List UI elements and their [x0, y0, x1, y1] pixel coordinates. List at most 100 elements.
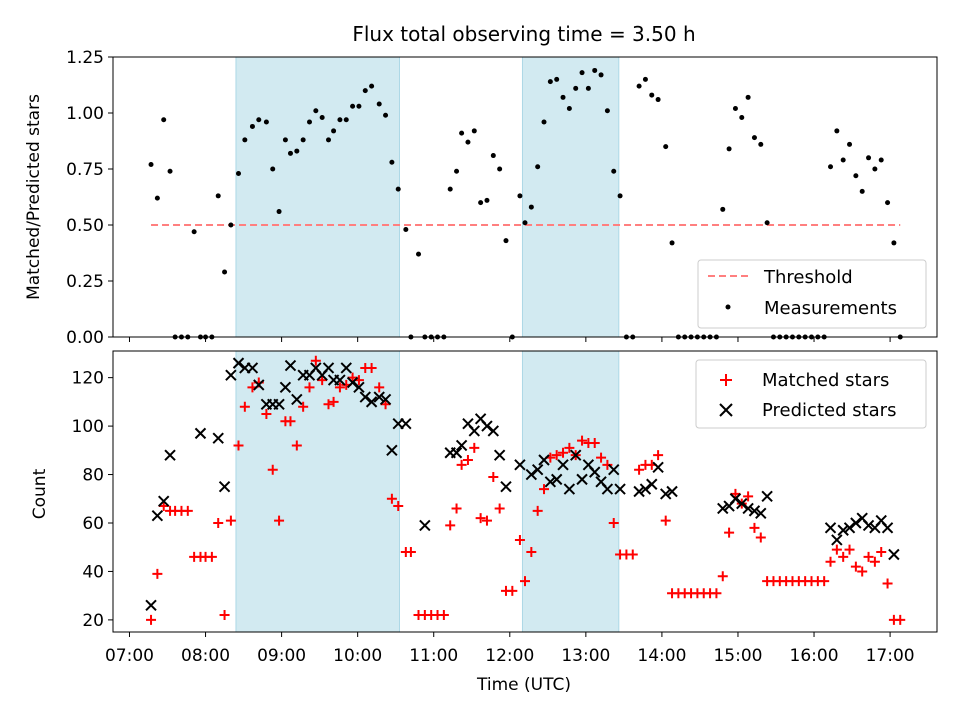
measurement-point — [878, 157, 884, 163]
predicted-star-point — [888, 548, 900, 561]
top-y-tick-label: 0.00 — [66, 328, 104, 348]
matched-star-point — [146, 614, 157, 625]
measurement-point — [465, 139, 471, 145]
predicted-star-point — [729, 493, 742, 505]
measurement-point — [326, 137, 332, 143]
predicted-star-point — [652, 461, 664, 473]
predicted-star-point — [279, 381, 292, 394]
predicted-stars-series — [145, 357, 900, 612]
matched-star-point — [393, 501, 404, 512]
measurement-point — [350, 103, 356, 109]
measurement-point — [369, 83, 375, 89]
predicted-star-point — [824, 522, 837, 534]
bottom-x-axis: 07:00 08:00 09:00 10:00 11:00 12:00 13:00 14:00… — [105, 632, 915, 666]
measurement-point — [726, 146, 732, 152]
measurement-point — [276, 209, 282, 215]
predicted-star-point — [646, 478, 658, 490]
matched-star-point — [494, 503, 505, 514]
measurement-point — [732, 106, 738, 112]
legend-matched-label: Matched stars — [762, 370, 889, 391]
matched-star-point — [456, 459, 467, 470]
matched-star-point — [850, 561, 861, 572]
predicted-star-point — [291, 393, 303, 406]
top-shaded-intervals — [235, 56, 620, 338]
measurement-point — [478, 200, 484, 206]
predicted-star-point — [379, 393, 392, 406]
measurement-point — [343, 117, 349, 123]
matched-star-point — [374, 382, 385, 393]
measurement-point — [598, 72, 604, 78]
measurement-point — [859, 188, 865, 194]
measurement-point — [270, 166, 276, 172]
measurement-point — [891, 240, 897, 246]
matched-star-point — [481, 515, 492, 526]
matched-star-point — [405, 547, 416, 558]
measurement-point — [337, 117, 343, 123]
shaded-interval — [235, 350, 400, 633]
matched-star-point — [158, 501, 169, 512]
predicted-star-point — [493, 449, 506, 461]
measurement-point — [403, 226, 409, 232]
measurement-point — [497, 166, 503, 172]
predicted-star-point — [514, 459, 526, 471]
bottom-y-tick-label: 120 — [72, 369, 104, 389]
predicted-star-point — [666, 485, 678, 498]
predicted-star-point — [340, 362, 352, 374]
matched-star-point — [239, 401, 250, 412]
predicted-star-point — [334, 374, 346, 386]
matched-star-point — [717, 571, 728, 582]
matched-star-point — [233, 440, 244, 451]
matched-star-point — [514, 534, 525, 545]
matched-star-point — [819, 576, 830, 587]
predicted-star-point — [284, 359, 297, 372]
measurement-point — [161, 117, 167, 123]
matched-star-point — [558, 447, 569, 458]
bottom-y-axis: 20 40 60 80 100 120 — [72, 369, 113, 631]
bottom-shaded-intervals — [235, 350, 620, 633]
predicted-star-point — [468, 425, 480, 437]
top-x-axis — [128, 337, 891, 342]
matched-star-point — [507, 585, 518, 596]
predicted-star-point — [608, 463, 620, 476]
x-axis-label: Time (UTC) — [476, 675, 571, 695]
matched-star-point — [380, 399, 391, 410]
matched-star-point — [334, 382, 345, 393]
measurement-point — [395, 186, 401, 192]
matched-star-point — [451, 503, 462, 514]
measurement-point — [282, 137, 288, 143]
predicted-star-point — [538, 454, 550, 466]
measurement-point — [447, 186, 453, 192]
bottom-panel: 20 40 60 80 100 120 07:00 08:00 09:00 10:00 11:00… — [30, 350, 938, 695]
measurement-point — [592, 67, 598, 73]
predicted-star-point — [761, 490, 773, 503]
top-y-tick-label: 0.50 — [66, 216, 104, 236]
measurement-point — [228, 222, 234, 228]
matched-star-point — [711, 588, 722, 599]
measurement-point — [720, 206, 726, 212]
measurement-point — [300, 137, 306, 143]
measurement-point — [249, 123, 255, 129]
measurement-point — [655, 97, 661, 103]
predicted-star-point — [253, 379, 265, 391]
matched-star-point — [634, 464, 645, 475]
matched-star-point — [261, 408, 272, 419]
measurement-point — [764, 220, 770, 226]
x-tick-label: 09:00 — [257, 646, 306, 666]
predicted-star-point — [850, 517, 862, 529]
matched-star-point — [366, 362, 377, 373]
predicted-star-point — [717, 502, 729, 515]
matched-star-point — [213, 517, 224, 528]
predicted-star-point — [531, 463, 544, 476]
measurement-point — [573, 85, 579, 91]
predicted-star-point — [589, 466, 601, 478]
measurement-point — [847, 141, 853, 147]
measurement-point — [167, 168, 173, 174]
measurements-series — [148, 67, 903, 340]
predicted-star-point — [373, 391, 385, 403]
top-y-tick-label: 1.00 — [66, 104, 104, 124]
predicted-star-point — [455, 439, 468, 452]
measurement-point — [191, 229, 197, 235]
measurement-point — [585, 85, 591, 91]
bottom-panel-frame — [112, 350, 938, 633]
